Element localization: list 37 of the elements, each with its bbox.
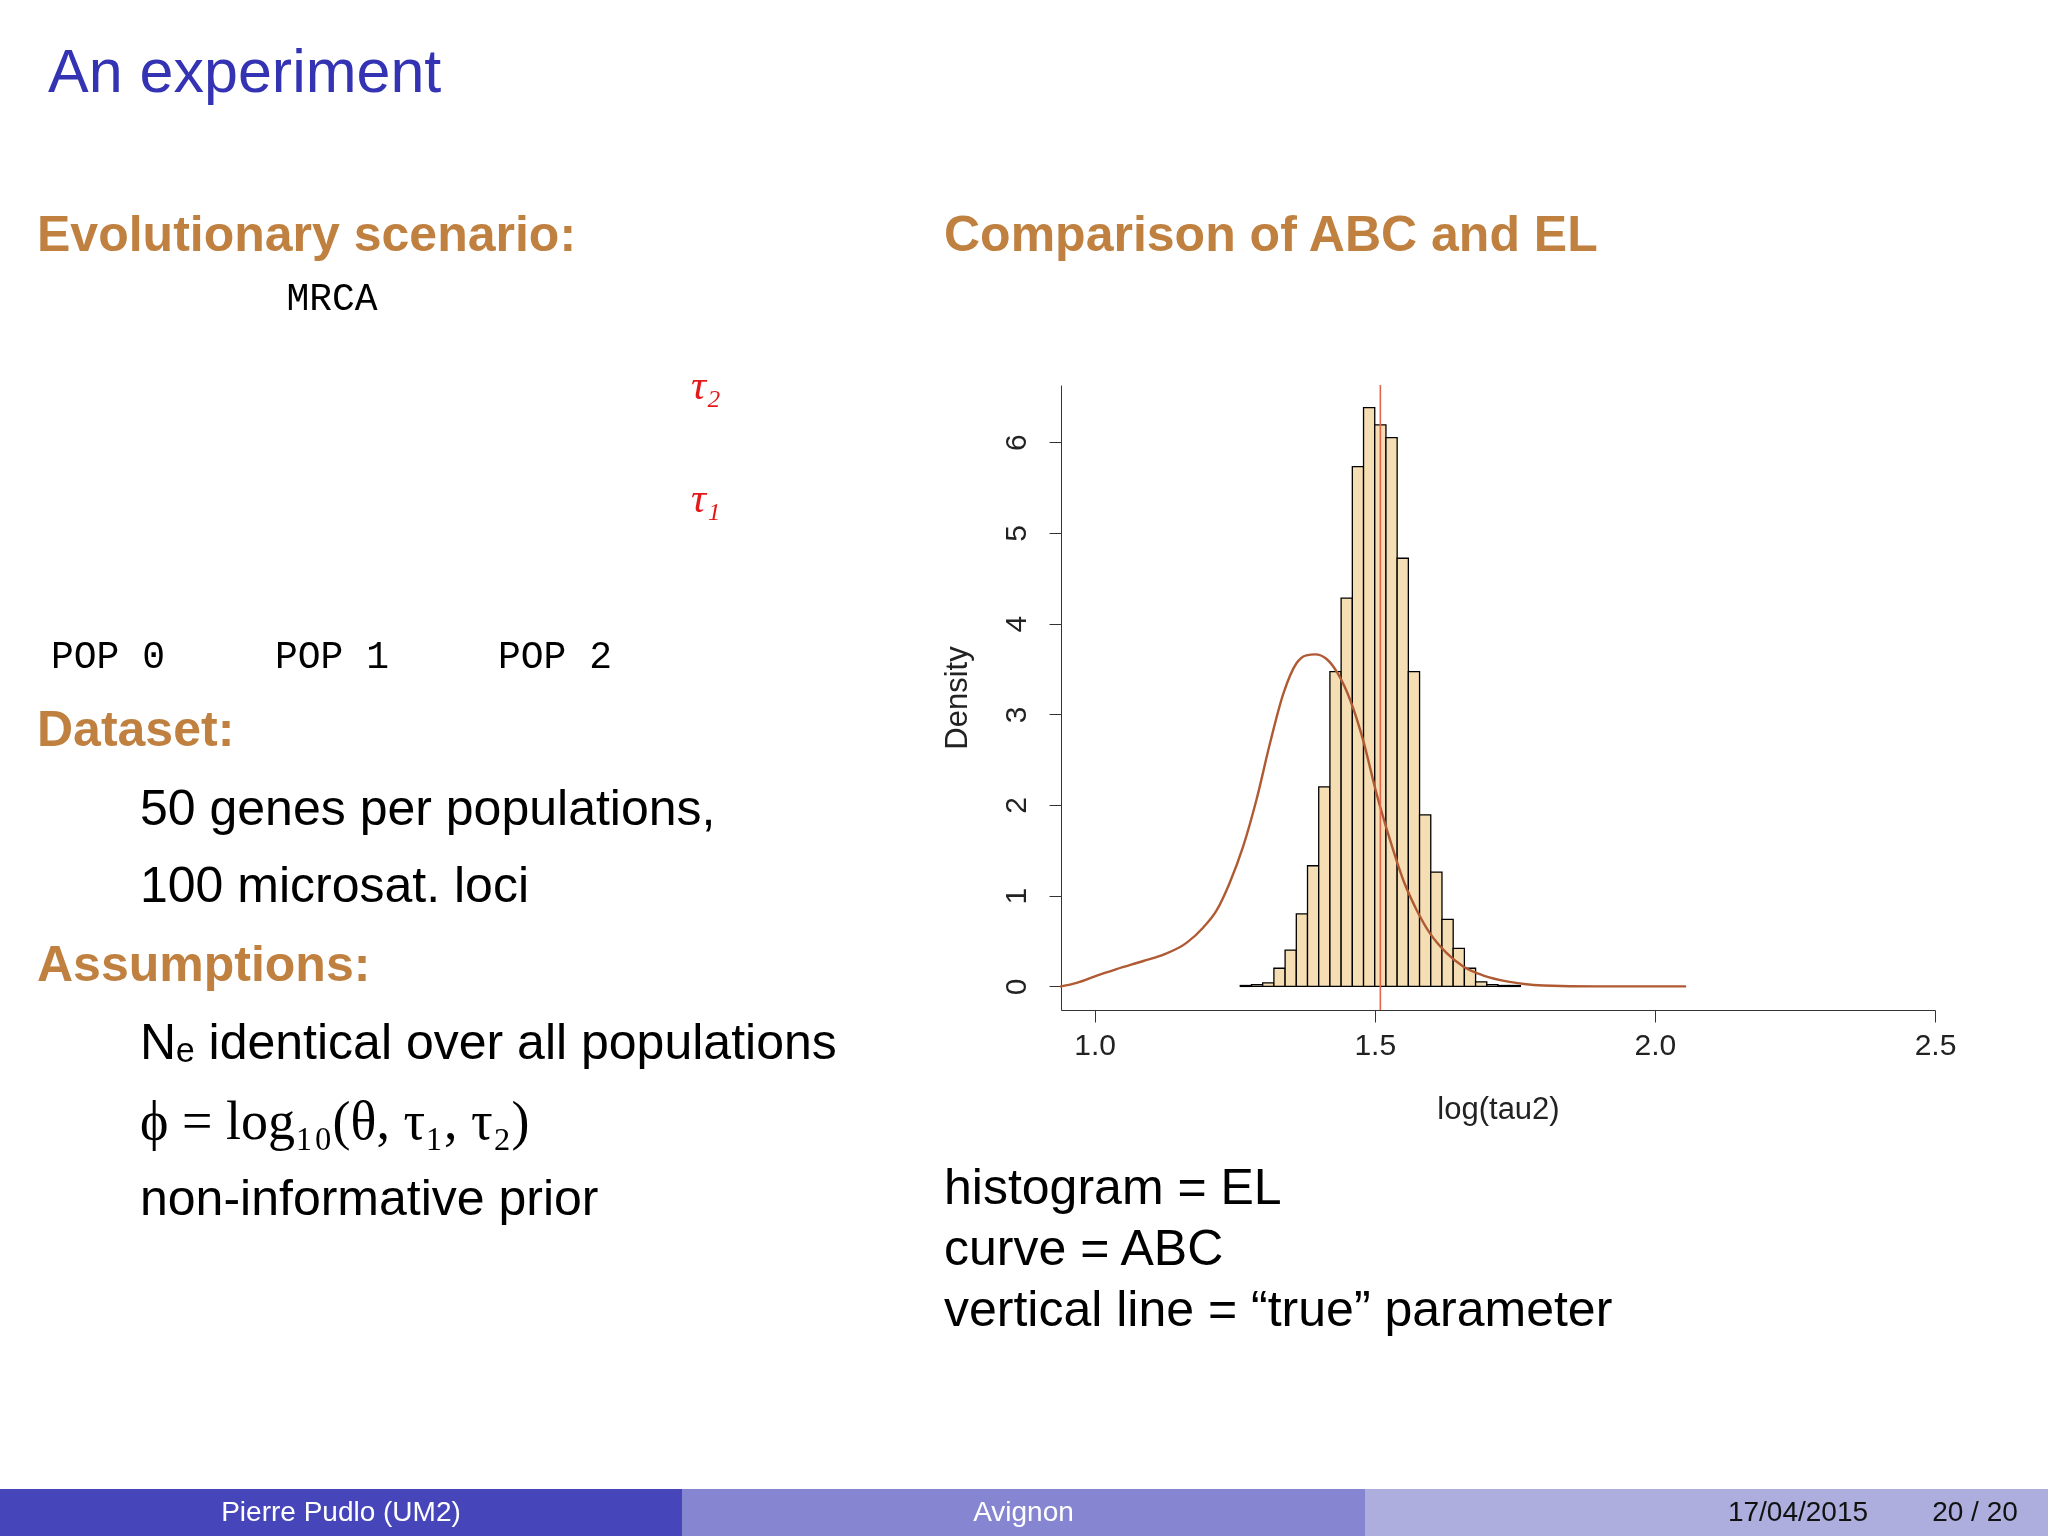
x-tick-label: 2.0 [1634,1027,1677,1061]
y-tick-label: 3 [998,706,1032,724]
y-axis-title: Density [938,645,974,750]
text: 17/04/2015 [1727,1496,1869,1527]
text: τ₂ [691,362,721,408]
y-tick-label: 5 [998,525,1032,542]
text: ϕ = log₁₀(θ, τ₁, τ₂) [140,1091,530,1151]
x-tick-label: 1.5 [1354,1027,1397,1061]
text: Nₑ identical over all populations [140,1014,837,1070]
text: An experiment [48,37,442,105]
chart-title: Comparison of ABC and EL [944,206,1598,262]
text: MRCA [286,278,378,321]
text: Dataset: [37,701,235,757]
x-axis-title: log(tau2) [1437,1090,1560,1126]
y-tick-label: 6 [998,434,1032,451]
text: τ₁ [691,475,721,521]
text: POP 2 [497,636,613,679]
text: 20 / 20 [1932,1496,2018,1527]
text: Assumptions: [37,936,371,992]
x-tick-label: 1.0 [1074,1027,1116,1061]
y-tick-label: 4 [998,615,1032,633]
text: Pierre Pudlo (UM2) [221,1496,461,1527]
text: non-informative prior [140,1170,599,1226]
text: Evolutionary scenario: [37,206,577,262]
y-tick-label: 2 [998,797,1032,814]
text: Avignon [973,1496,1074,1527]
y-tick-label: 0 [998,978,1032,996]
text: 100 microsat. loci [140,857,530,913]
text: POP 1 [274,636,390,679]
y-tick-label: 1 [998,887,1032,905]
text: POP 0 [50,636,166,679]
text: 50 genes per populations, [140,780,716,836]
text: curve = ABC [944,1220,1224,1276]
line-series [1059,653,1687,988]
text: histogram = EL [944,1159,1282,1215]
x-tick-label: 2.5 [1914,1027,1957,1061]
text: vertical line = “true” parameter [944,1281,1613,1337]
